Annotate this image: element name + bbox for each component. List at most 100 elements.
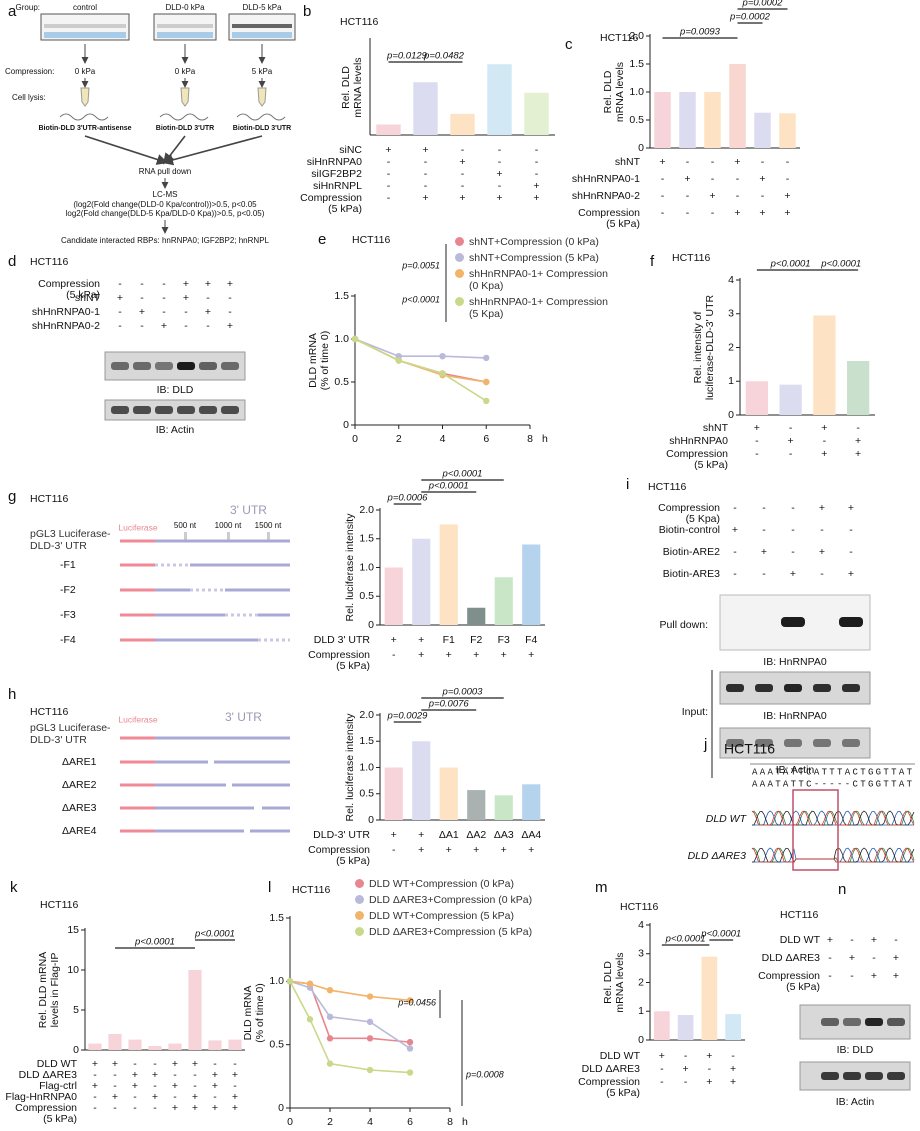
row-mark: -	[820, 524, 824, 536]
point	[286, 978, 294, 985]
row-mark: -	[791, 502, 795, 514]
band	[221, 362, 239, 370]
y-tick-label: 15	[67, 924, 79, 936]
panel-label: e	[318, 231, 326, 248]
row-label: Compression	[308, 649, 370, 661]
bar	[494, 577, 513, 625]
row-mark: +	[446, 844, 452, 856]
row-mark: -	[755, 448, 759, 460]
legend-item: shHnRNPA0-1+ Compression (0 Kpa)	[455, 268, 620, 292]
bar	[701, 956, 718, 1040]
y-tick-label: 0	[728, 409, 734, 421]
y-axis-label: Rel. luciferase intensity	[344, 713, 356, 822]
row-mark: F4	[525, 634, 537, 646]
row-mark: +	[418, 829, 424, 841]
legend-label: shNT+Compression (0 kPa)	[469, 236, 599, 248]
y-tick-label: 5	[73, 1004, 79, 1016]
band	[221, 406, 239, 414]
band	[726, 739, 744, 747]
y-axis-label: mRNA levels	[352, 57, 364, 117]
legend-item: DLD ΔARE3+Compression (5 kPa)	[355, 926, 590, 938]
y-tick-label: 0	[638, 142, 644, 154]
row-mark: +	[418, 844, 424, 856]
row-label: DLD WT	[37, 1058, 78, 1070]
bar	[704, 92, 721, 148]
row-mark: +	[730, 1063, 736, 1075]
row-mark: +	[232, 1069, 238, 1081]
bar	[412, 741, 431, 820]
bar	[384, 767, 403, 820]
row-mark: -	[133, 1091, 137, 1103]
panel-title: HCT116	[724, 741, 775, 757]
line-series	[354, 338, 487, 383]
p-value: p<0.0001	[820, 259, 861, 270]
scheme-title: HCT116	[30, 493, 68, 505]
row-mark: -	[387, 180, 391, 192]
legend-marker	[455, 269, 464, 278]
y-tick-label: 4	[728, 274, 734, 286]
scheme-title: HCT116	[30, 706, 68, 718]
length-label: 1500 nt	[255, 521, 282, 530]
panel-label: h	[8, 686, 16, 703]
bar	[813, 315, 836, 415]
band	[813, 684, 831, 692]
legend: shNT+Compression (0 kPa) shNT+Compression…	[455, 236, 620, 324]
y-tick-label: 1.5	[269, 912, 284, 924]
legend-marker	[455, 253, 464, 262]
probe-label: IB: DLD	[157, 384, 194, 396]
point	[326, 1035, 334, 1042]
row-mark: F1	[443, 634, 455, 646]
p-value: p=0.0093	[679, 27, 721, 38]
panel-label: i	[626, 476, 629, 493]
construct-label: pGL3 Luciferase-DLD-3' UTR	[30, 528, 111, 552]
group-label: Group:	[16, 3, 40, 12]
band	[155, 406, 173, 414]
row-label: Compression	[758, 970, 820, 982]
bar	[108, 1034, 122, 1050]
legend: DLD WT+Compression (0 kPa) DLD ΔARE3+Comp…	[355, 878, 590, 942]
x-tick-label: 8	[527, 433, 533, 445]
row-mark: -	[894, 934, 898, 946]
row-mark: +	[473, 844, 479, 856]
sequence: AAATATTC-----CTGGTTAT	[752, 779, 913, 789]
pressure: 5 kPa	[252, 67, 273, 76]
panel-label: j	[703, 736, 707, 753]
panel-label: n	[838, 881, 846, 898]
row-mark: +	[112, 1091, 118, 1103]
legend-marker	[355, 895, 364, 904]
row-label: DLD ΔARE3	[19, 1069, 78, 1081]
p-value: p=0.0482	[423, 51, 465, 62]
row-mark: -	[184, 320, 188, 332]
row-mark: -	[856, 422, 860, 434]
y-tick-label: 3	[638, 948, 644, 960]
row-mark: +	[192, 1058, 198, 1070]
row-mark: -	[392, 649, 396, 661]
band	[177, 362, 195, 370]
p-value: p<0.0001	[194, 929, 235, 940]
row-mark: +	[172, 1102, 178, 1114]
row-label: (5 kPa)	[336, 855, 370, 867]
band	[865, 1072, 883, 1080]
row-mark: -	[711, 207, 715, 219]
band	[755, 739, 773, 747]
row-mark: F2	[470, 634, 482, 646]
x-axis-label: h	[542, 433, 548, 445]
row-mark: +	[528, 844, 534, 856]
fragment-label: -F2	[60, 584, 76, 596]
row-mark: +	[788, 435, 794, 447]
row-label: DLD WT	[600, 1050, 641, 1062]
point	[483, 354, 490, 362]
row-mark: +	[496, 192, 502, 204]
probe-label: IB: Actin	[776, 764, 815, 776]
row-mark: -	[461, 180, 465, 192]
deletion-box	[792, 789, 839, 871]
row-mark: -	[424, 156, 428, 168]
band	[199, 406, 217, 414]
row-label: Biotin-control	[659, 524, 720, 536]
panel-label: f	[650, 253, 655, 270]
legend-item: DLD WT+Compression (5 kPa)	[355, 910, 590, 922]
p-value: p=0.0008	[465, 1069, 504, 1079]
row-mark: -	[233, 1080, 237, 1092]
rna	[159, 113, 209, 121]
